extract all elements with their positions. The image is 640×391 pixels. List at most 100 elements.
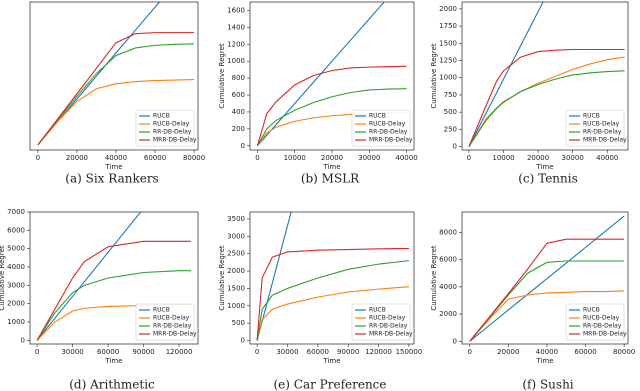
y-axis-label: Cumulative Regret [218,43,226,109]
y-tick-label: 4000 [439,283,457,291]
y-tick-label: 1200 [227,40,245,48]
series-line [468,70,625,147]
plot-area [256,212,410,341]
series-line [256,286,409,341]
series-line [469,215,625,342]
legend-label: RR-DB-Delay [583,129,622,136]
series-line [468,56,625,147]
series-line [37,32,195,146]
axes-frame [29,1,199,151]
axes-frame [461,211,629,345]
x-tick-label: 40000 [596,154,618,162]
subplot: 0 10000 20000 30000 40000 0 200 400 600 800 1000 12… [218,1,418,186]
legend-label: RUCB-Delay [153,121,190,128]
series-line [37,79,195,146]
x-axis-label: Time [322,163,340,171]
y-axis-label: Cumulative Regret [0,245,6,311]
y-tick-label: 8000 [439,228,457,236]
legend-label: MRR-DB-Delay [369,331,413,338]
caption: (b) MSLR [301,172,360,186]
series-line [36,212,142,341]
y-tick-label: 0 [21,336,25,344]
series-line [469,260,625,342]
y-axis-label: Cumulative Regret [218,245,226,311]
subplot: 0 30000 60000 90000 120000 0 1000 2000 3000 4000 5… [0,208,199,391]
series-line [36,240,191,341]
x-tick-label: 60000 [307,348,329,356]
legend-label: RUCB [583,113,600,120]
x-tick-label: 0 [255,348,259,356]
x-tick-label: 90000 [337,348,359,356]
x-tick-label: 0 [35,348,39,356]
x-tick-label: 0 [255,154,259,162]
legend-label: RR-DB-Delay [369,323,408,330]
y-tick-label: 750 [444,91,457,99]
series-line [468,48,625,147]
legend-label: RR-DB-Delay [153,129,192,136]
legend-box [351,109,411,147]
plot-area [468,2,625,147]
y-tick-label: 1500 [227,284,245,292]
y-tick-label: 3000 [227,232,245,240]
y-tick-label: 5000 [7,245,25,253]
x-tick-label: 20000 [527,154,549,162]
x-tick-label: 0 [467,348,471,356]
legend-label: RR-DB-Delay [153,323,192,330]
x-tick-label: 60000 [144,154,166,162]
y-tick-label: 3000 [7,281,25,289]
y-tick-label: 500 [444,108,457,116]
y-tick-label: 1000 [227,57,245,65]
x-tick-label: 80000 [613,348,635,356]
x-axis-label: Time [535,357,553,365]
x-tick-label: 30000 [61,348,83,356]
y-tick-label: 2000 [227,267,245,275]
x-tick-label: 80000 [183,154,205,162]
legend-label: RUCB-Delay [583,121,620,128]
y-tick-label: 1000 [439,74,457,82]
y-tick-label: 1400 [227,23,245,31]
x-tick-label: 120000 [365,348,392,356]
legend-label: RUCB-Delay [153,315,190,322]
series-line [256,88,407,147]
y-tick-label: 1600 [227,6,245,14]
x-tick-label: 60000 [97,348,119,356]
x-tick-label: 120000 [166,348,193,356]
y-tick-label: 1250 [439,57,457,65]
legend-label: MRR-DB-Delay [153,331,197,338]
x-axis-label: Time [104,163,122,171]
x-tick-label: 60000 [574,348,596,356]
y-tick-label: 6000 [7,226,25,234]
x-tick-label: 20000 [497,348,519,356]
y-tick-label: 2000 [439,5,457,13]
legend-box [565,303,625,341]
y-axis-label: Cumulative Regret [430,43,438,109]
series-line [256,247,409,341]
caption: (f) Sushi [522,378,573,391]
legend-label: MRR-DB-Delay [583,137,627,144]
legend-box [351,303,411,341]
y-tick-label: 1000 [227,302,245,310]
subplot: 0 20000 40000 60000 80000 Time(a) Six Rankers… [29,1,205,186]
y-tick-label: 400 [232,108,245,116]
legend-label: RUCB-Delay [369,315,406,322]
x-tick-label: 30000 [276,348,298,356]
series-line [256,212,292,341]
y-tick-label: 1000 [7,318,25,326]
y-tick-label: 3500 [227,215,245,223]
series-line [256,65,407,146]
legend-label: RUCB [153,307,170,314]
y-axis-label: Cumulative Regret [430,245,438,311]
x-axis-label: Time [322,357,340,365]
x-tick-label: 40000 [105,154,127,162]
legend-label: RUCB [369,113,386,120]
x-tick-label: 10000 [492,154,514,162]
x-axis-label: Time [535,163,553,171]
y-tick-label: 200 [232,125,245,133]
y-tick-label: 250 [444,125,457,133]
legend-label: RUCB [153,113,170,120]
legend-box [565,109,625,147]
plot-area [469,215,625,342]
series-line [37,2,161,146]
y-tick-label: 0 [241,337,245,345]
